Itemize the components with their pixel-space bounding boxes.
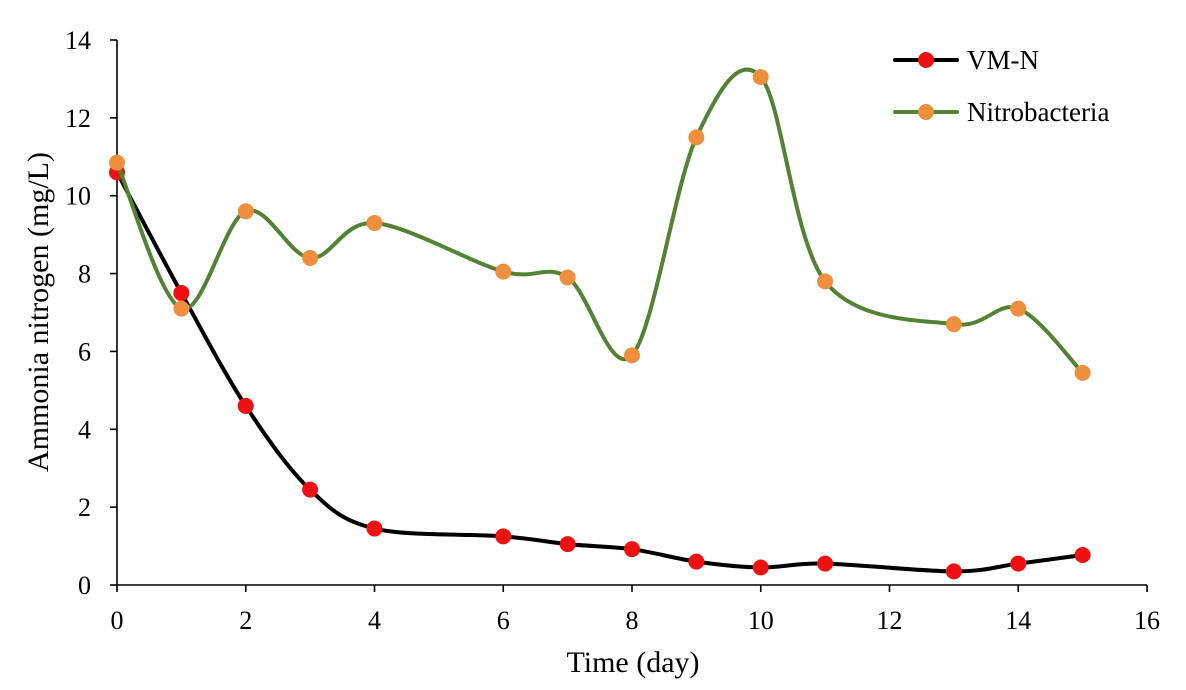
series-vm-n bbox=[109, 164, 1091, 580]
legend-item-vm-n: VM-N bbox=[893, 45, 1039, 75]
x-tick-label: 2 bbox=[239, 606, 252, 635]
data-point-nitrobacteria bbox=[237, 203, 254, 220]
y-tick-label: 8 bbox=[78, 260, 91, 289]
x-tick-label: 6 bbox=[497, 606, 510, 635]
data-point-vm-n bbox=[1074, 547, 1091, 564]
data-point-nitrobacteria bbox=[945, 316, 962, 333]
data-point-vm-n bbox=[688, 553, 705, 570]
legend-marker bbox=[918, 52, 934, 68]
y-tick-label: 12 bbox=[65, 104, 91, 133]
data-point-vm-n bbox=[817, 555, 834, 572]
x-axis-ticks: 0 2 4 6 8 10 12 14 16 bbox=[111, 585, 1160, 635]
data-point-nitrobacteria bbox=[559, 269, 576, 286]
legend-label: VM-N bbox=[967, 45, 1039, 75]
data-point-vm-n bbox=[559, 536, 576, 553]
series-layer bbox=[109, 67, 1091, 580]
data-point-vm-n bbox=[302, 481, 319, 498]
data-point-nitrobacteria bbox=[495, 263, 512, 280]
x-axis-title: Time (day) bbox=[566, 646, 699, 679]
data-point-vm-n bbox=[237, 397, 254, 414]
data-point-nitrobacteria bbox=[817, 273, 834, 290]
data-point-nitrobacteria bbox=[302, 250, 319, 266]
x-tick-label: 8 bbox=[626, 606, 639, 635]
legend-marker bbox=[918, 104, 934, 120]
y-tick-label: 10 bbox=[65, 182, 91, 211]
data-point-nitrobacteria bbox=[1010, 300, 1027, 317]
data-point-nitrobacteria bbox=[173, 300, 190, 317]
y-axis-title: Ammonia nitrogen (mg/L) bbox=[22, 152, 55, 472]
data-point-nitrobacteria bbox=[688, 129, 705, 146]
data-point-vm-n bbox=[1010, 555, 1027, 572]
legend-item-nitrobacteria: Nitrobacteria bbox=[893, 97, 1109, 127]
y-tick-label: 4 bbox=[78, 415, 91, 444]
y-tick-label: 2 bbox=[78, 493, 91, 522]
data-point-vm-n bbox=[945, 563, 962, 580]
data-point-vm-n bbox=[752, 559, 769, 576]
x-tick-label: 14 bbox=[1005, 606, 1031, 635]
x-tick-label: 12 bbox=[877, 606, 903, 635]
data-point-nitrobacteria bbox=[1074, 364, 1091, 381]
series-line-vm-n bbox=[115, 170, 1085, 574]
series-line-nitrobacteria bbox=[115, 67, 1085, 375]
y-tick-label: 6 bbox=[78, 337, 91, 366]
data-point-nitrobacteria bbox=[752, 68, 769, 85]
x-tick-label: 16 bbox=[1134, 606, 1160, 635]
y-axis-ticks: 0 2 4 6 8 10 12 14 bbox=[65, 26, 117, 600]
data-point-vm-n bbox=[495, 528, 512, 545]
y-tick-label: 0 bbox=[78, 571, 91, 600]
legend-label: Nitrobacteria bbox=[967, 97, 1109, 127]
data-point-vm-n bbox=[173, 285, 190, 302]
data-point-nitrobacteria bbox=[624, 347, 640, 364]
data-point-nitrobacteria bbox=[109, 154, 125, 171]
legend: VM-N Nitrobacteria bbox=[893, 45, 1109, 127]
x-tick-label: 4 bbox=[368, 606, 381, 635]
series-nitrobacteria bbox=[109, 67, 1091, 381]
x-tick-label: 0 bbox=[111, 606, 124, 635]
data-point-vm-n bbox=[366, 520, 383, 537]
data-point-nitrobacteria bbox=[366, 214, 383, 231]
y-tick-label: 14 bbox=[65, 26, 91, 55]
x-tick-label: 10 bbox=[748, 606, 774, 635]
data-point-vm-n bbox=[624, 541, 640, 558]
